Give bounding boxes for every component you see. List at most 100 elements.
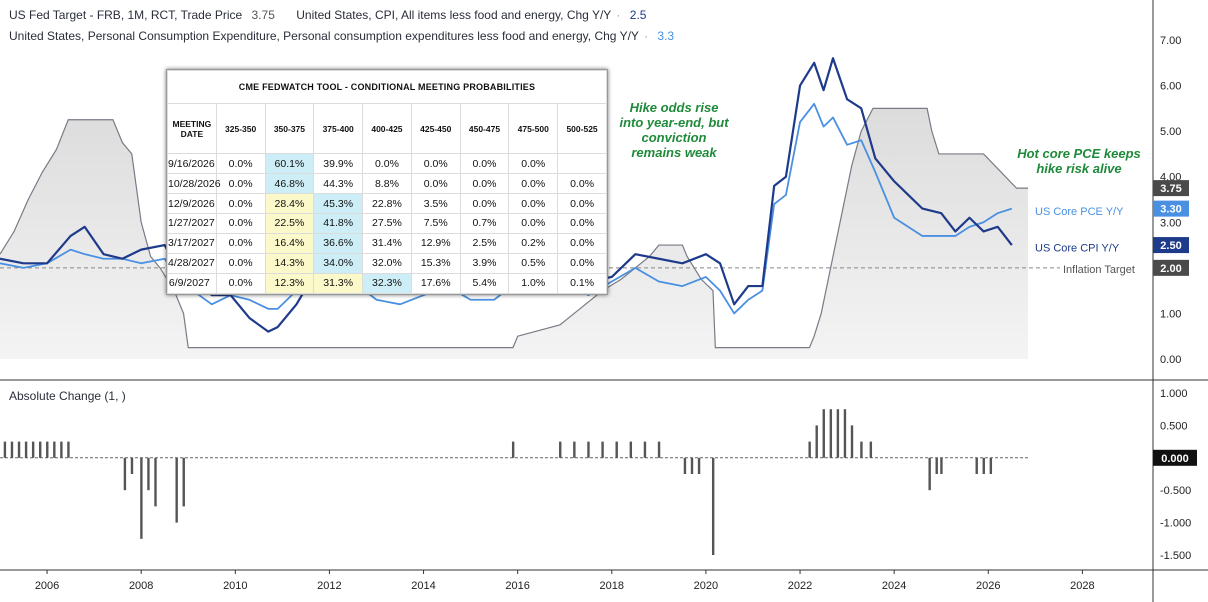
probability-cell: 0.0% bbox=[362, 153, 412, 175]
table-row: 4/28/2027 0.0% 14.3% 34.0% 32.0% 15.3% 3.9% 0.5… bbox=[167, 252, 607, 274]
x-tick-label: 2006 bbox=[35, 580, 59, 592]
table-row: 6/9/2027 0.0% 12.3% 31.3% 32.3% 17.6% 5.4% 1.0%… bbox=[167, 272, 607, 295]
probability-cell: 8.8% bbox=[362, 173, 412, 195]
x-tick-label: 2010 bbox=[223, 580, 247, 592]
probability-cell: 12.3% bbox=[264, 272, 315, 295]
x-tick-label: 2028 bbox=[1070, 580, 1094, 592]
x-tick-label: 2022 bbox=[788, 580, 812, 592]
meeting-date: 6/9/2027 bbox=[167, 272, 217, 295]
probability-cell: 31.3% bbox=[313, 272, 364, 295]
change-bar bbox=[989, 457, 993, 474]
change-bar bbox=[836, 409, 840, 458]
probability-cell: 0.0% bbox=[508, 193, 559, 214]
change-bar bbox=[697, 457, 701, 474]
probability-cell: 0.0% bbox=[557, 193, 607, 214]
fed-target-fill bbox=[0, 108, 1028, 359]
change-bar bbox=[46, 441, 49, 458]
series-end-labels: US Core PCE Y/Y US Core CPI Y/Y Inflation … bbox=[1035, 206, 1135, 276]
probability-cell: 0.0% bbox=[459, 193, 510, 214]
header-cell: 450-475 bbox=[459, 102, 510, 155]
probability-cell: 0.0% bbox=[410, 153, 461, 175]
change-bar bbox=[123, 457, 127, 491]
price-badges: 3.75 3.30 2.50 2.00 0.000 bbox=[1153, 180, 1197, 466]
change-bar bbox=[975, 457, 978, 474]
change-bar bbox=[587, 441, 590, 458]
change-bar bbox=[822, 409, 825, 458]
probability-cell: 45.3% bbox=[313, 193, 364, 214]
change-bar bbox=[559, 441, 562, 458]
fedwatch-title: CME FEDWATCH TOOL - CONDITIONAL MEETING … bbox=[167, 70, 607, 104]
change-bar bbox=[940, 457, 943, 474]
x-tick-label: 2018 bbox=[600, 580, 624, 592]
fed-target-line bbox=[0, 107, 1028, 349]
legend-pce-name: United States, Personal Consumption Expe… bbox=[9, 29, 639, 43]
change-bar bbox=[17, 441, 21, 458]
probability-cell: 0.0% bbox=[557, 213, 607, 234]
probability-cell: 32.0% bbox=[362, 252, 412, 274]
header-cell: 375-400 bbox=[313, 102, 364, 155]
change-bar bbox=[60, 441, 63, 458]
probability-cell: 44.3% bbox=[313, 173, 364, 195]
change-bar bbox=[615, 441, 618, 458]
meeting-date: 9/16/2026 bbox=[167, 153, 217, 175]
tick-labels: 0.001.002.003.004.005.006.007.001.0000.5… bbox=[35, 35, 1191, 592]
price-badge-bg bbox=[1153, 180, 1189, 197]
change-bar bbox=[683, 457, 687, 474]
probability-cell bbox=[557, 153, 607, 175]
probability-cell: 34.0% bbox=[313, 252, 364, 274]
annotation-line: Hot core PCE keeps bbox=[1017, 146, 1141, 161]
y-tick-label: 6.00 bbox=[1160, 81, 1181, 93]
header-cell: 400-425 bbox=[362, 102, 412, 155]
legend-line-2: United States, Personal Consumption Expe… bbox=[9, 29, 674, 43]
probability-cell: 0.0% bbox=[215, 213, 266, 234]
probability-cell: 15.3% bbox=[410, 252, 461, 274]
change-bar bbox=[982, 457, 985, 474]
probability-cell: 0.0% bbox=[410, 173, 461, 195]
price-badge-target: 2.00 bbox=[1160, 263, 1181, 275]
probability-cell: 31.4% bbox=[362, 232, 412, 254]
change-bar bbox=[573, 441, 576, 458]
change-bar bbox=[147, 457, 150, 491]
legend-cpi-name: United States, CPI, All items less food … bbox=[296, 8, 612, 22]
legend-fed-value: 3.75 bbox=[251, 8, 275, 22]
y-tick-label: 3.00 bbox=[1160, 217, 1181, 229]
y-tick-label: 5.00 bbox=[1160, 126, 1181, 138]
change-bar bbox=[629, 441, 633, 458]
change-bar bbox=[808, 441, 811, 458]
annotation-line: remains weak bbox=[631, 145, 717, 160]
probability-cell: 16.4% bbox=[264, 232, 315, 254]
lower-pane-title: Absolute Change (1, ) bbox=[9, 389, 126, 403]
annotation-line: conviction bbox=[641, 130, 707, 145]
cpi-series-label: US Core CPI Y/Y bbox=[1035, 242, 1120, 254]
probability-cell: 14.3% bbox=[264, 252, 315, 274]
x-tick-label: 2016 bbox=[505, 580, 529, 592]
probability-cell: 0.0% bbox=[508, 173, 559, 195]
x-tick-label: 2026 bbox=[976, 580, 1000, 592]
price-badge-cpi: 2.50 bbox=[1160, 240, 1181, 252]
change-bar bbox=[53, 441, 56, 458]
legend-pce-value: 3.3 bbox=[657, 29, 675, 43]
probability-cell: 12.9% bbox=[410, 232, 461, 254]
probability-cell: 60.1% bbox=[264, 153, 315, 175]
legend-dot: · bbox=[616, 8, 621, 22]
price-badge-fed: 3.75 bbox=[1160, 183, 1181, 195]
x-tick-label: 2024 bbox=[882, 580, 906, 592]
probability-cell: 0.0% bbox=[508, 153, 559, 175]
probability-cell: 32.3% bbox=[362, 272, 412, 295]
probability-cell: 0.0% bbox=[557, 232, 607, 254]
annotation-line: Hike odds rise bbox=[629, 100, 719, 115]
change-bar bbox=[928, 457, 931, 491]
legend-line-1: US Fed Target - FRB, 1M, RCT, Trade Pric… bbox=[9, 8, 646, 22]
meeting-date: 10/28/2026 bbox=[167, 173, 221, 195]
legend-cpi-value: 2.5 bbox=[629, 8, 647, 22]
price-badge-bg bbox=[1153, 200, 1189, 217]
probability-cell: 28.4% bbox=[264, 193, 315, 214]
x-tick-label: 2008 bbox=[129, 580, 153, 592]
change-bar bbox=[850, 425, 854, 458]
probability-cell: 0.0% bbox=[459, 173, 510, 195]
probability-cell: 0.0% bbox=[459, 153, 510, 175]
table-row: 9/16/2026 0.0% 60.1% 39.9% 0.0% 0.0% 0.0% 0.0% bbox=[167, 153, 607, 175]
y-tick-label-change: 1.000 bbox=[1160, 388, 1188, 400]
probability-cell: 0.0% bbox=[215, 272, 266, 295]
probability-cell: 36.6% bbox=[313, 232, 364, 254]
